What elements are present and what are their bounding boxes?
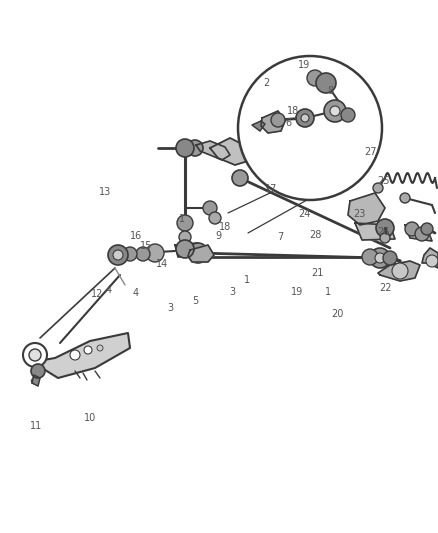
Circle shape [376, 219, 394, 237]
Text: 18: 18 [286, 106, 299, 116]
Polygon shape [32, 375, 40, 386]
Circle shape [341, 108, 355, 122]
Text: 4: 4 [106, 286, 112, 295]
Circle shape [84, 346, 92, 354]
Polygon shape [355, 223, 395, 240]
Circle shape [23, 343, 47, 367]
Text: 1: 1 [179, 214, 185, 223]
Circle shape [29, 349, 41, 361]
Text: 13: 13 [99, 187, 111, 197]
Circle shape [97, 345, 103, 351]
Circle shape [187, 140, 203, 156]
Circle shape [209, 212, 221, 224]
Circle shape [70, 350, 80, 360]
Circle shape [188, 243, 208, 263]
Text: 1: 1 [244, 275, 251, 285]
Text: 3: 3 [168, 303, 174, 312]
Text: 16: 16 [130, 231, 142, 240]
Circle shape [301, 114, 309, 122]
Polygon shape [252, 121, 265, 131]
Circle shape [362, 249, 378, 265]
Text: 27: 27 [364, 147, 376, 157]
Circle shape [380, 233, 390, 243]
Circle shape [421, 223, 433, 235]
Text: 19: 19 [298, 60, 311, 70]
Circle shape [375, 253, 385, 263]
Polygon shape [348, 193, 385, 225]
Text: 9: 9 [215, 231, 221, 240]
Polygon shape [210, 138, 250, 165]
Text: 28: 28 [309, 230, 321, 239]
Text: 26: 26 [377, 227, 389, 237]
Circle shape [324, 100, 346, 122]
Text: 22: 22 [379, 283, 392, 293]
Circle shape [179, 231, 191, 243]
Text: 23: 23 [353, 209, 365, 219]
Circle shape [296, 109, 314, 127]
Polygon shape [405, 225, 432, 241]
Text: 8: 8 [328, 86, 334, 95]
Circle shape [383, 251, 397, 265]
Circle shape [108, 245, 128, 265]
Circle shape [316, 73, 336, 93]
Text: 20: 20 [331, 310, 343, 319]
Polygon shape [28, 333, 130, 378]
Text: 6: 6 [285, 118, 291, 127]
Polygon shape [196, 141, 230, 160]
Circle shape [31, 364, 45, 378]
Circle shape [426, 255, 438, 267]
Text: 21: 21 [311, 268, 324, 278]
Text: 5: 5 [192, 296, 198, 306]
Polygon shape [422, 248, 438, 268]
Circle shape [123, 247, 137, 261]
Text: 2: 2 [263, 78, 269, 87]
Circle shape [271, 113, 285, 127]
Circle shape [146, 244, 164, 262]
Text: 1: 1 [325, 287, 331, 297]
Circle shape [136, 247, 150, 261]
Polygon shape [175, 243, 202, 257]
Circle shape [203, 201, 217, 215]
Text: 18: 18 [219, 222, 232, 231]
Circle shape [400, 193, 410, 203]
Circle shape [373, 183, 383, 193]
Circle shape [238, 56, 382, 200]
Circle shape [392, 263, 408, 279]
Circle shape [307, 70, 323, 86]
Text: 14: 14 [156, 259, 168, 269]
Text: 10: 10 [84, 414, 96, 423]
Circle shape [370, 248, 390, 268]
Circle shape [405, 222, 419, 236]
Polygon shape [378, 261, 420, 281]
Circle shape [232, 170, 248, 186]
Circle shape [415, 227, 429, 241]
Text: 3: 3 [229, 287, 235, 297]
Text: 25: 25 [378, 176, 390, 186]
Text: 12: 12 [91, 289, 103, 299]
Text: 19: 19 [291, 287, 303, 297]
Text: 24: 24 [298, 209, 311, 219]
Text: 4: 4 [133, 288, 139, 298]
Text: 11: 11 [30, 422, 42, 431]
Polygon shape [261, 111, 285, 133]
Circle shape [113, 250, 123, 260]
Circle shape [330, 106, 340, 116]
Polygon shape [188, 245, 214, 262]
Text: 7: 7 [277, 232, 283, 242]
Circle shape [177, 215, 193, 231]
Text: 15: 15 [140, 241, 152, 251]
Circle shape [176, 139, 194, 157]
Text: 17: 17 [265, 184, 278, 194]
Circle shape [176, 240, 194, 258]
